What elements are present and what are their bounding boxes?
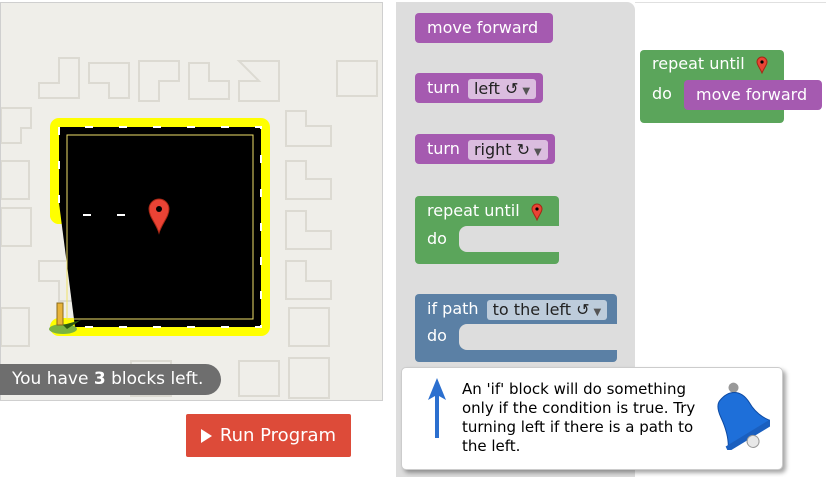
blocks-left-suffix: blocks left. xyxy=(105,369,204,389)
workspace-do-label: do xyxy=(652,84,672,103)
repeat-until-header: repeat until xyxy=(427,200,543,222)
bell-icon xyxy=(717,382,770,450)
turn-right-dropdown[interactable]: right ↻ ▼ xyxy=(467,139,548,160)
toolbox-repeat-until-block[interactable]: repeat until do xyxy=(415,196,559,264)
goal-marker-icon xyxy=(148,198,170,235)
if-statement-slot xyxy=(459,324,617,350)
workspace-top-border xyxy=(635,2,826,3)
turn-left-dropdown[interactable]: left ↺ ▼ xyxy=(467,78,537,99)
repeat-do-label: do xyxy=(427,229,447,248)
maze-area xyxy=(0,2,383,401)
arrow-up-icon xyxy=(428,378,446,438)
workspace-repeat-header: repeat until xyxy=(652,53,768,75)
repeat-until-label: repeat until xyxy=(427,201,520,220)
if-path-label: if path xyxy=(427,299,479,318)
workspace-move-forward-label: move forward xyxy=(696,85,808,104)
turn-left-dropdown-value: left ↺ xyxy=(473,78,519,98)
repeat-statement-slot xyxy=(459,226,559,252)
toolbox-move-forward-block[interactable]: move forward xyxy=(415,13,553,43)
blocks-left-prefix: You have xyxy=(12,369,94,389)
chevron-down-icon: ▼ xyxy=(522,85,531,97)
turn-right-label: turn xyxy=(427,139,460,158)
chevron-down-icon: ▼ xyxy=(534,146,542,158)
toolbox-if-path-block[interactable]: if path to the left ↺ ▼ do xyxy=(415,294,617,362)
workspace-repeat-label: repeat until xyxy=(652,54,745,73)
maze-board xyxy=(1,57,378,399)
hint-dialog: An 'if' block will do something only if … xyxy=(401,367,783,470)
workspace-move-forward-block[interactable]: move forward xyxy=(684,80,822,110)
if-path-dropdown-value: to the left ↺ xyxy=(492,299,590,319)
move-forward-label: move forward xyxy=(427,18,539,37)
turn-left-label: turn xyxy=(427,78,460,97)
if-path-dropdown[interactable]: to the left ↺ ▼ xyxy=(486,299,608,320)
if-path-header: if path to the left ↺ ▼ xyxy=(427,298,608,320)
blocks-left-counter: You have 3 blocks left. xyxy=(0,364,222,395)
toolbox-turn-left-block[interactable]: turn left ↺ ▼ xyxy=(415,73,543,103)
hint-text: An 'if' block will do something only if … xyxy=(462,380,696,455)
toolbox-turn-right-block[interactable]: turn right ↻ ▼ xyxy=(415,134,555,164)
blocks-left-count: 3 xyxy=(93,369,106,389)
chevron-down-icon: ▼ xyxy=(593,306,602,318)
run-program-label: Run Program xyxy=(219,425,337,446)
run-program-button[interactable]: Run Program xyxy=(186,414,351,457)
turn-right-dropdown-value: right ↻ xyxy=(473,139,531,159)
goal-marker-icon xyxy=(531,203,543,221)
pegman-icon xyxy=(49,302,81,334)
goal-marker-icon xyxy=(756,56,768,74)
play-icon xyxy=(200,428,212,443)
if-do-label: do xyxy=(427,326,447,345)
